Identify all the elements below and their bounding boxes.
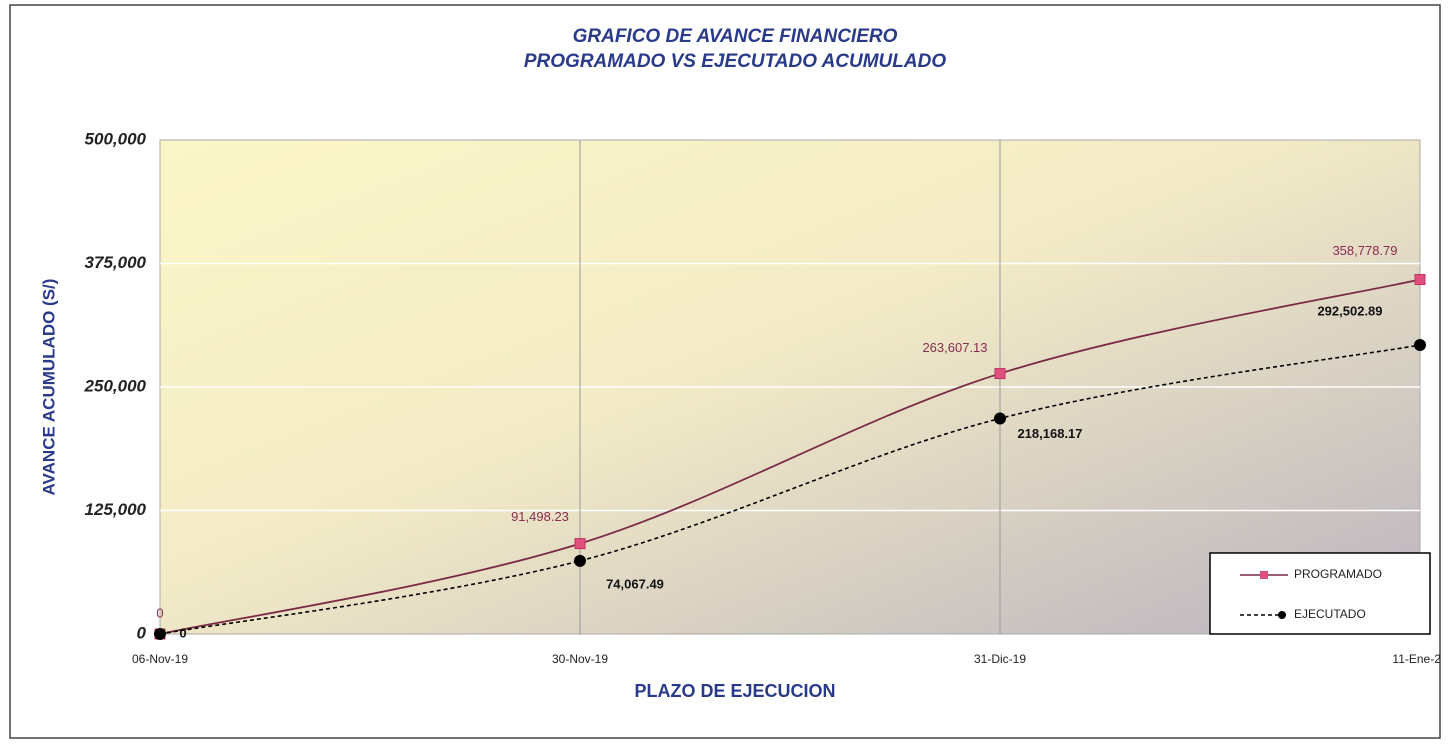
plot: 0 125,000 250,000 375,000 500,000 06-Nov-19 30… [84, 129, 1447, 666]
marker [1414, 339, 1426, 352]
marker [574, 538, 586, 550]
marker [994, 368, 1006, 380]
marker [1414, 274, 1426, 286]
y-tick-label: 375,000 [85, 253, 147, 272]
marker [154, 628, 166, 640]
x-axis-label: PLAZO DE EJECUCION [634, 681, 835, 701]
data-label: 358,778.79 [1332, 243, 1397, 258]
data-label: 74,067.49 [606, 576, 664, 591]
series-line [159, 344, 1421, 635]
x-tick-label: 30-Nov-19 [552, 652, 608, 666]
data-label: 0 [179, 625, 186, 640]
y-tick-label: 0 [137, 623, 147, 642]
x-tick-label: 11-Ene-20 [1392, 652, 1447, 666]
x-tick-label: 31-Dic-19 [974, 652, 1026, 666]
legend-box [1209, 552, 1431, 635]
legend-label: EJECUTADO [1294, 607, 1366, 621]
legend-marker [1278, 611, 1286, 619]
y-tick-label: 500,000 [85, 129, 147, 148]
series-line [159, 278, 1421, 635]
data-label: 218,168.17 [1017, 426, 1082, 441]
legend-label: PROGRAMADO [1294, 567, 1382, 581]
marker [574, 554, 586, 567]
data-label: 263,607.13 [922, 340, 987, 355]
y-tick-label: 250,000 [84, 376, 147, 395]
data-label: 91,498.23 [511, 509, 569, 524]
data-label: 0 [156, 605, 163, 620]
marker [994, 412, 1006, 425]
x-tick-label: 06-Nov-19 [132, 652, 188, 666]
chart-title: PROGRAMADO VS EJECUTADO ACUMULADO [524, 51, 946, 72]
data-label: 292,502.89 [1317, 303, 1382, 318]
y-tick-label: 125,000 [85, 500, 147, 519]
legend-marker [1260, 571, 1268, 579]
chart-title: GRAFICO DE AVANCE FINANCIERO [573, 26, 898, 47]
y-axis-label: AVANCE ACUMULADO (S/) [39, 279, 58, 496]
